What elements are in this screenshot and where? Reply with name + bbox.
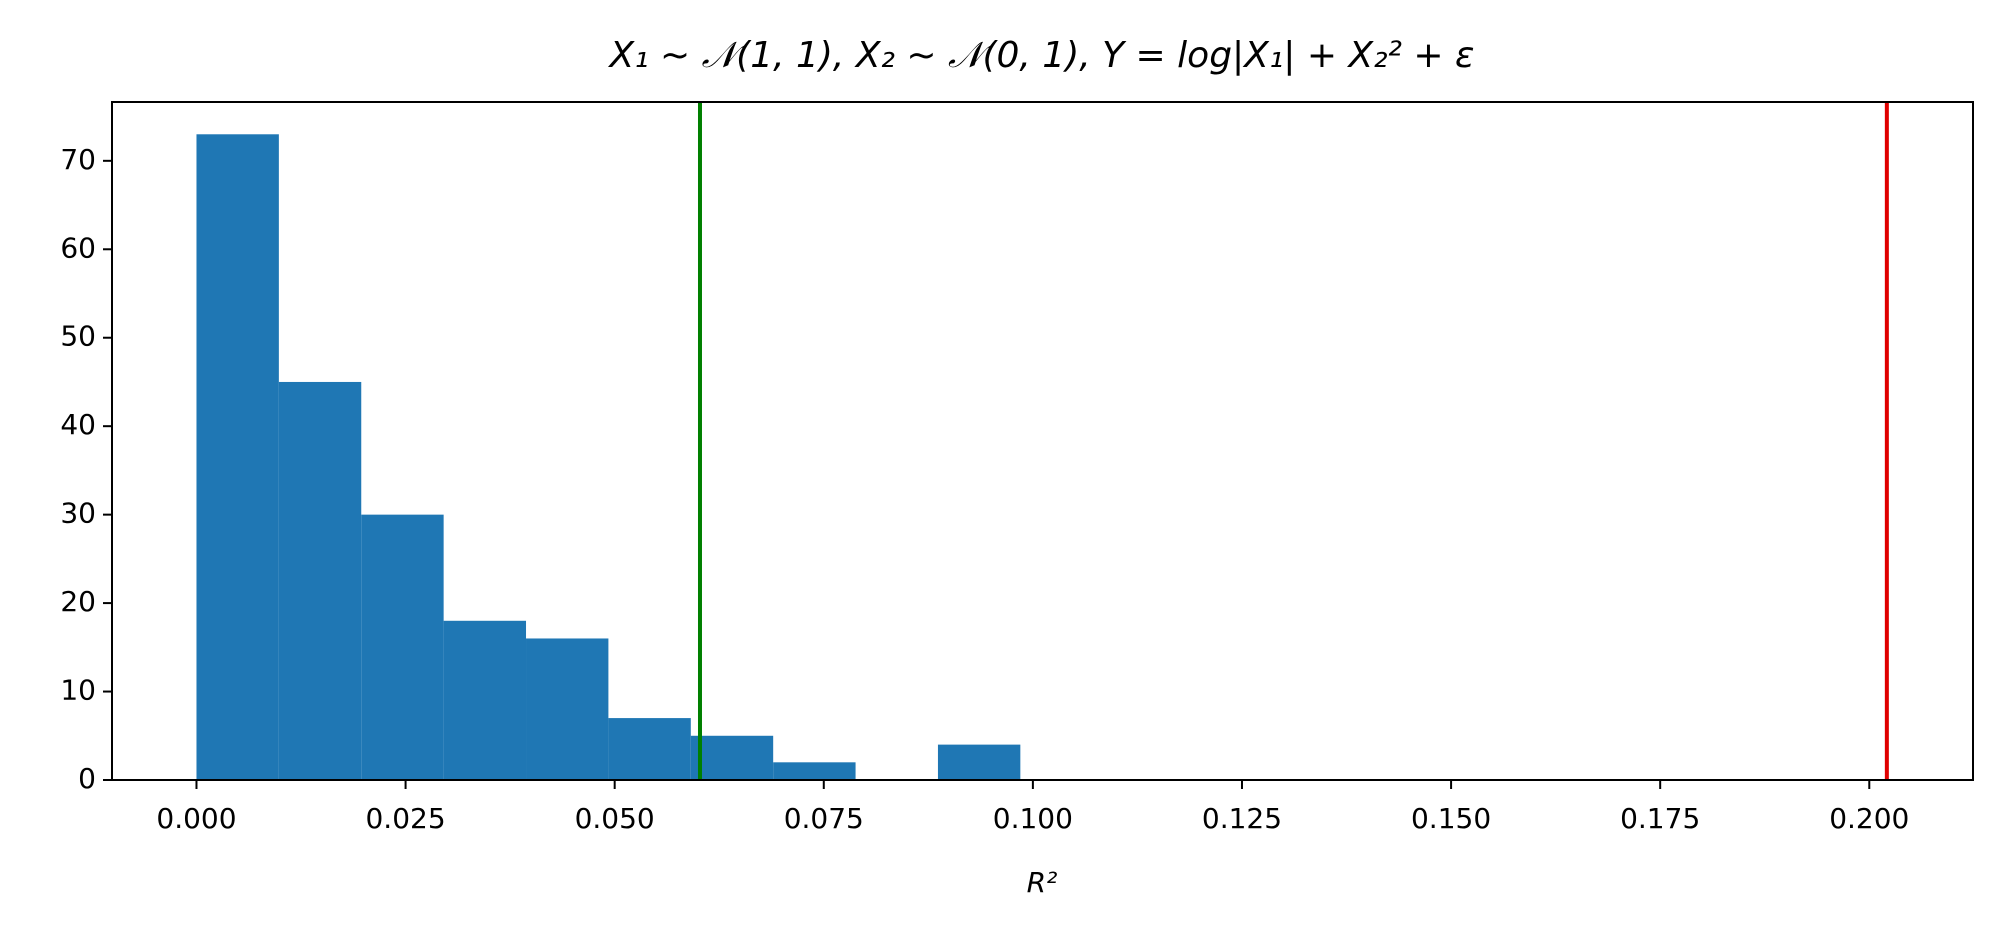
y-tick-label: 10 bbox=[60, 674, 96, 707]
chart-title: X₁ ~ 𝒩(1, 1), X₂ ~ 𝒩(0, 1), Y = log|X₁| … bbox=[608, 35, 1475, 76]
y-tick-label: 0 bbox=[78, 762, 96, 795]
bar bbox=[361, 514, 444, 780]
bar bbox=[937, 744, 1021, 780]
x-tick-label: 0.175 bbox=[1620, 802, 1700, 835]
bar bbox=[773, 762, 856, 780]
x-tick-label: 0.150 bbox=[1411, 802, 1491, 835]
y-tick-label: 40 bbox=[60, 408, 96, 441]
y-tick-label: 50 bbox=[60, 320, 96, 353]
x-tick-label: 0.075 bbox=[784, 802, 864, 835]
plot-frame bbox=[111, 101, 1974, 781]
bar bbox=[690, 735, 774, 780]
x-tick-label: 0.050 bbox=[575, 802, 655, 835]
bar bbox=[608, 718, 691, 780]
x-tick-label: 0.125 bbox=[1202, 802, 1282, 835]
bar bbox=[443, 620, 527, 780]
y-tick-label: 20 bbox=[60, 585, 96, 618]
y-tick-label: 70 bbox=[60, 143, 96, 176]
x-axis-label: R² bbox=[1027, 866, 1058, 899]
bar bbox=[278, 381, 362, 780]
y-tick-label: 30 bbox=[60, 497, 96, 530]
x-tick-label: 0.200 bbox=[1829, 802, 1909, 835]
y-tick-label: 60 bbox=[60, 231, 96, 264]
bar bbox=[196, 134, 279, 781]
bar bbox=[526, 638, 609, 780]
x-tick-label: 0.025 bbox=[365, 802, 445, 835]
x-tick-label: 0.100 bbox=[993, 802, 1073, 835]
x-tick-label: 0.000 bbox=[156, 802, 236, 835]
